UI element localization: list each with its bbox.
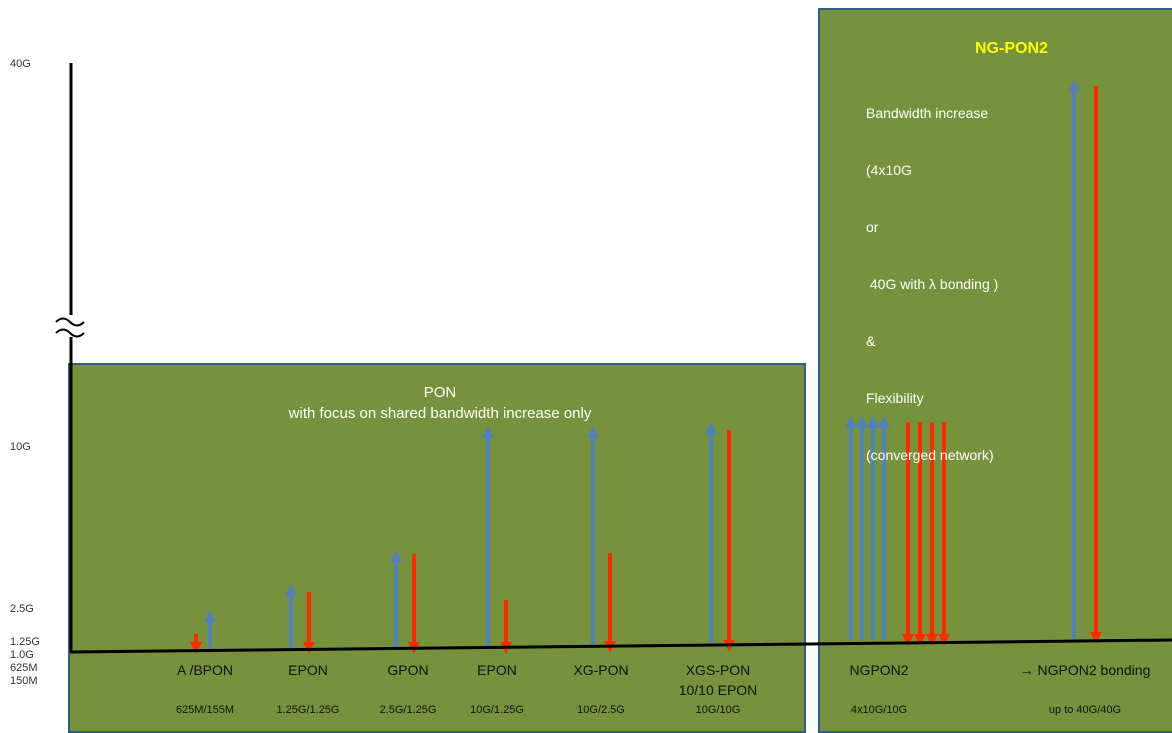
tech-label-ngpon2-bonding: → NGPON2 bonding [1019,662,1151,678]
pon-subtitle: with focus on shared bandwidth increase … [288,405,592,422]
ngpon2-desc-line: Flexibility [866,390,924,406]
ngpon2-box [818,8,1172,733]
y-label-2-5g: 2.5G [10,603,34,615]
ngpon2-desc-line: or [866,219,879,235]
rate-label-gpon: 2.5G/1.25G [379,704,437,716]
y-label-40g: 40G [10,58,31,70]
tech-label-gpon: GPON [387,662,429,678]
tech-label-xg-pon: XG-PON [573,662,629,678]
ngpon2-desc-line: Bandwidth increase [866,105,989,121]
ngpon2-desc-line: 40G with λ bonding ) [866,276,999,292]
pon-title: PON [423,384,457,401]
axis-break-gap [60,315,84,337]
ngpon2-desc-line: (4x10G [866,162,912,178]
pon-box [68,363,806,733]
tech-label-ngpon2: NGPON2 [849,662,909,678]
tech-label-xgs-pon: XGS-PON [685,662,751,678]
rate-label-epon: 1.25G/1.25G [276,704,340,716]
y-label-1-0g: 1.0G [10,649,34,661]
rate-label-xgs-pon: 10G/10G [695,704,741,716]
y-label-10g: 10G [10,441,31,453]
y-label-625m: 625M [10,662,38,674]
rate-label-ngpon2: 4x10G/10G [850,704,908,716]
y-label-1-25g: 1.25G [10,636,40,648]
rate-label-abpon: 625M/155M [175,704,235,716]
tech-label-10-10-epon: 10/10 EPON [678,682,758,698]
tech-label-epon: EPON [288,662,328,678]
ngpon2-desc-line: (converged network) [866,447,994,463]
rate-label-ngpon2-bonding: up to 40G/40G [1048,704,1122,716]
ngpon2-desc-line: & [866,333,876,349]
axis-break-icon [55,317,85,338]
rate-label-10g-epon: 10G/1.25G [470,704,524,716]
rate-label-xg-pon: 10G/2.5G [577,704,625,716]
y-label-150m: 150M [10,675,38,687]
baseline [69,638,1172,654]
ngpon2-title: NG-PON2 [975,40,1048,57]
tech-label-10g-epon: EPON [477,662,517,678]
ngpon2-description: Bandwidth increase (4x10G or 40G with λ … [866,66,998,503]
tech-label-abpon: A /BPON [176,662,234,678]
